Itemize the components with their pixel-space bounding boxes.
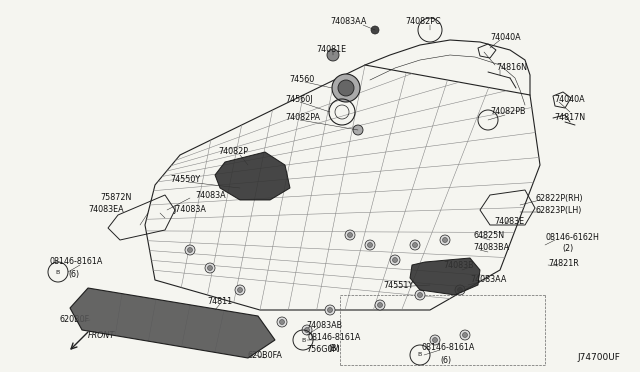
Text: 08146-8161A: 08146-8161A [50,257,104,266]
Text: 756G0M: 756G0M [306,346,339,355]
Text: FRONT: FRONT [88,330,115,340]
Circle shape [280,320,285,324]
Circle shape [188,247,193,253]
Text: 75872N: 75872N [100,193,131,202]
Circle shape [413,243,417,247]
Text: 74816N: 74816N [496,64,527,73]
Circle shape [410,240,420,250]
Text: 74082PC: 74082PC [405,17,440,26]
Circle shape [375,300,385,310]
Text: 74083AB: 74083AB [306,321,342,330]
Circle shape [332,74,360,102]
Polygon shape [410,258,480,295]
Circle shape [415,290,425,300]
Text: 64825N: 64825N [473,231,504,240]
Text: 74083AA: 74083AA [330,17,366,26]
Text: 74821R: 74821R [548,260,579,269]
Circle shape [305,327,310,333]
Text: 74083E: 74083E [494,218,524,227]
Text: 74082P: 74082P [218,148,248,157]
Circle shape [365,240,375,250]
Text: 62823P(LH): 62823P(LH) [536,205,582,215]
Text: 74550Y: 74550Y [170,176,200,185]
Text: 74081E: 74081E [316,45,346,55]
Text: B: B [301,337,305,343]
Text: 74811: 74811 [207,298,232,307]
Text: (6): (6) [68,269,79,279]
Circle shape [440,235,450,245]
Text: 74040A: 74040A [554,96,584,105]
Circle shape [237,288,243,292]
Circle shape [430,335,440,345]
Circle shape [458,288,463,292]
Circle shape [302,325,312,335]
Text: 74560J: 74560J [285,96,312,105]
Circle shape [460,330,470,340]
Circle shape [205,263,215,273]
Circle shape [328,308,333,312]
Text: 74083AA: 74083AA [470,276,506,285]
Circle shape [367,243,372,247]
Circle shape [277,317,287,327]
Circle shape [433,337,438,343]
Circle shape [185,245,195,255]
Text: 74082PB: 74082PB [490,108,525,116]
Circle shape [325,305,335,315]
Text: (2): (2) [562,244,573,253]
Circle shape [371,26,379,34]
Text: B: B [418,353,422,357]
Circle shape [327,49,339,61]
Circle shape [348,232,353,237]
Text: (B): (B) [328,344,340,353]
Text: 74082PA: 74082PA [285,113,320,122]
Circle shape [207,266,212,270]
Text: 74083BA: 74083BA [473,244,509,253]
Circle shape [378,302,383,308]
Text: 74551Y: 74551Y [383,280,413,289]
Polygon shape [215,152,290,200]
Polygon shape [70,288,275,358]
Circle shape [417,292,422,298]
Text: J74700UF: J74700UF [577,353,620,362]
Text: 74560: 74560 [289,76,314,84]
Circle shape [392,257,397,263]
Circle shape [390,255,400,265]
Circle shape [442,237,447,243]
Text: 08146-8161A: 08146-8161A [308,333,362,341]
Text: 74083B: 74083B [443,260,474,269]
Text: 08146-8161A: 08146-8161A [422,343,476,353]
Text: 620B0FA: 620B0FA [248,352,283,360]
Circle shape [345,230,355,240]
Text: B: B [56,269,60,275]
Circle shape [463,333,467,337]
Text: 74083EA: 74083EA [88,205,124,215]
Circle shape [455,285,465,295]
Text: 74040A: 74040A [490,33,520,42]
Circle shape [338,80,354,96]
Text: J74083A: J74083A [173,205,206,215]
Circle shape [353,125,363,135]
Text: 74083A: 74083A [195,192,226,201]
Circle shape [235,285,245,295]
Text: 620B0F: 620B0F [60,315,90,324]
Text: 08146-6162H: 08146-6162H [545,232,599,241]
Text: 62822P(RH): 62822P(RH) [536,193,584,202]
Text: (6): (6) [440,356,451,365]
Text: 74817N: 74817N [554,113,585,122]
